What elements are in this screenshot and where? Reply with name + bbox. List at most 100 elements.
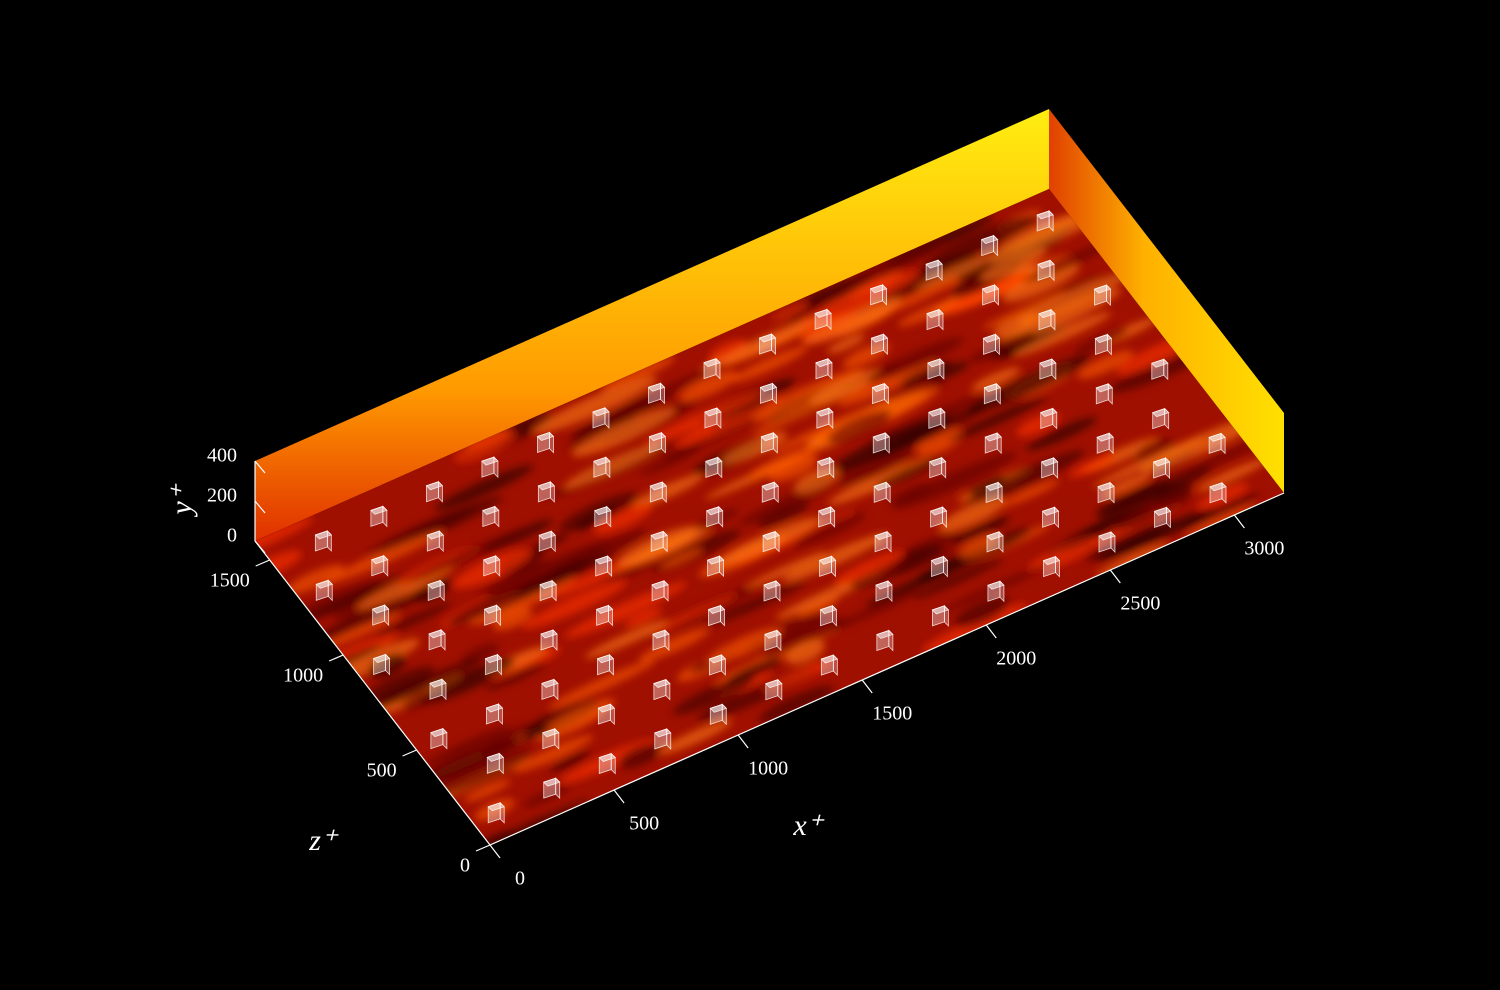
streak xyxy=(679,370,738,402)
cube xyxy=(315,579,333,602)
cube-side xyxy=(552,629,558,651)
cube xyxy=(761,481,779,504)
streak xyxy=(850,544,943,589)
floor-streaks xyxy=(255,206,1272,845)
x-tick-label: 3000 xyxy=(1244,538,1284,560)
cube xyxy=(484,653,503,676)
cube xyxy=(1041,506,1060,529)
streak xyxy=(999,479,1060,508)
x-tick-label: 2000 xyxy=(996,648,1036,670)
x-tick-label: 2500 xyxy=(1120,593,1160,615)
cube xyxy=(430,727,448,750)
cube-side xyxy=(607,555,613,577)
cube xyxy=(705,456,723,479)
cube-side xyxy=(1107,382,1113,405)
cube-side xyxy=(883,382,889,405)
cube-side xyxy=(498,752,504,775)
cube-side xyxy=(1055,555,1060,578)
cube xyxy=(1152,457,1171,479)
streak xyxy=(1097,508,1214,562)
cube-side xyxy=(326,530,332,552)
cube xyxy=(595,604,614,627)
cube-side xyxy=(609,653,614,676)
streak xyxy=(434,465,534,511)
x-axis-label: x⁺ xyxy=(792,809,824,842)
cube xyxy=(928,456,947,479)
cube-side xyxy=(830,505,836,528)
cube xyxy=(541,678,559,701)
cube-side xyxy=(832,604,837,627)
streak xyxy=(1177,493,1259,531)
cube xyxy=(537,480,556,503)
cube xyxy=(875,580,893,603)
cube xyxy=(597,703,616,726)
cube xyxy=(763,579,781,602)
cube xyxy=(648,431,667,454)
cube xyxy=(1097,481,1115,504)
y-tick xyxy=(254,540,266,554)
streak xyxy=(314,591,425,642)
cube xyxy=(987,580,1005,603)
cube xyxy=(426,530,445,553)
cube-side xyxy=(715,357,721,380)
streak xyxy=(768,454,818,482)
streak xyxy=(523,784,571,808)
streak xyxy=(1016,272,1129,324)
cube xyxy=(817,505,836,528)
cube-side xyxy=(772,382,777,405)
cube xyxy=(1040,456,1059,479)
cube-side xyxy=(382,505,388,528)
cube xyxy=(760,431,779,454)
cube xyxy=(650,530,668,553)
cube-side xyxy=(995,333,1000,356)
streak xyxy=(1115,492,1191,530)
streak xyxy=(1016,412,1060,437)
cube xyxy=(429,678,447,701)
cube xyxy=(542,727,560,750)
z-tick xyxy=(402,749,417,757)
streak xyxy=(808,368,883,405)
cube xyxy=(425,480,444,503)
cube xyxy=(487,801,505,824)
cube xyxy=(1095,382,1114,405)
streak xyxy=(476,559,554,595)
cube xyxy=(983,382,1002,405)
cube xyxy=(1098,531,1116,553)
streak xyxy=(413,736,518,787)
streak xyxy=(355,658,481,715)
streak xyxy=(971,367,1020,392)
cube-side xyxy=(383,554,389,577)
streak xyxy=(916,428,964,456)
cube-side xyxy=(663,579,669,602)
streak xyxy=(1140,415,1265,473)
cube xyxy=(926,308,944,331)
cube xyxy=(538,530,556,553)
cube-side xyxy=(886,530,892,553)
cube xyxy=(483,604,502,627)
cube xyxy=(704,407,722,430)
streak xyxy=(1077,350,1134,379)
cube xyxy=(1151,407,1170,430)
cube xyxy=(594,555,613,577)
z-axis-label: z⁺ xyxy=(308,824,339,857)
scene xyxy=(254,109,1285,859)
x-tick xyxy=(985,624,997,639)
cube xyxy=(765,678,783,701)
cube-side xyxy=(1048,210,1054,232)
cube xyxy=(1042,555,1061,578)
streak xyxy=(639,447,701,476)
streak xyxy=(842,342,890,369)
z-axis-line xyxy=(254,540,491,846)
cube xyxy=(540,629,558,651)
cube-side xyxy=(494,505,500,528)
streak xyxy=(827,334,866,354)
cube xyxy=(872,431,891,454)
cube xyxy=(652,629,670,652)
cube xyxy=(703,357,721,380)
streak xyxy=(892,451,1018,510)
z-tick xyxy=(328,654,344,662)
cube xyxy=(816,407,834,430)
cube-side xyxy=(1106,284,1111,307)
cube-side xyxy=(1054,506,1059,529)
cube-side xyxy=(721,703,727,726)
